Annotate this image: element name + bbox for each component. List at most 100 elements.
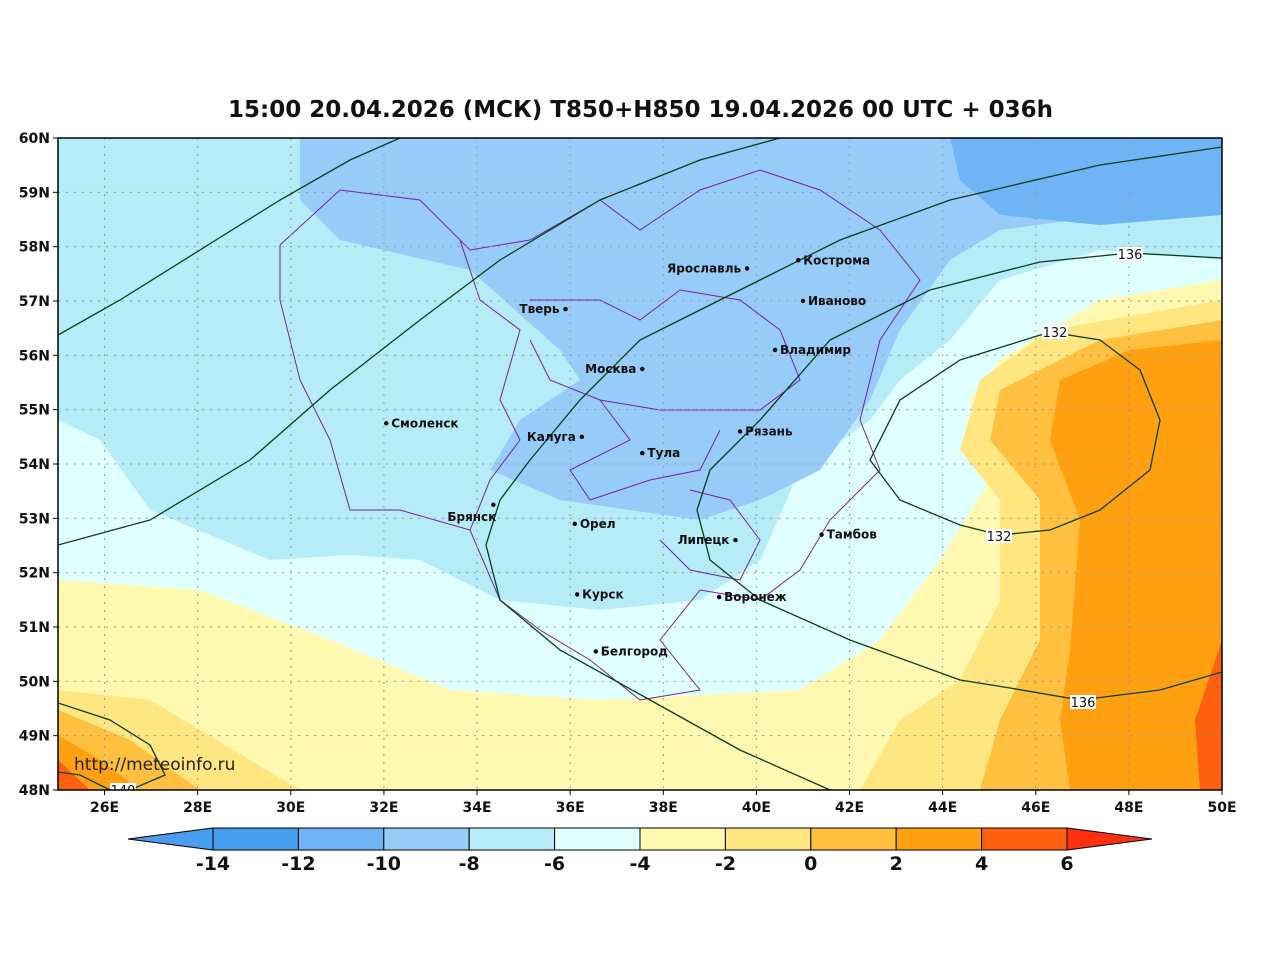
- geopotential-contour: [869, 331, 1161, 536]
- city-label: Белгород: [601, 644, 668, 658]
- city-marker: [491, 502, 496, 507]
- city-label: Тула: [647, 446, 680, 460]
- city-label: Курск: [582, 587, 623, 601]
- lat-tick-label: 52N: [19, 566, 50, 582]
- colorbar-label: -14: [196, 853, 230, 875]
- city-marker: [744, 266, 750, 271]
- lon-tick-label: 42E: [835, 800, 864, 816]
- colorbar-swatch: [810, 827, 897, 851]
- city-label: Кострома: [803, 253, 870, 267]
- geopotential-contour: [696, 252, 1222, 701]
- city-marker: [574, 592, 580, 597]
- region-border: [459, 239, 521, 531]
- watermark: http://meteoinfo.ru: [74, 755, 235, 775]
- region-border: [569, 399, 721, 501]
- geopotential-contour: [485, 146, 1222, 790]
- city-marker: [563, 306, 568, 312]
- city-label: Орел: [580, 517, 616, 531]
- colorbar-swatch: [554, 827, 641, 851]
- city-label: Иваново: [808, 294, 866, 308]
- city-marker: [716, 594, 722, 600]
- lon-tick-label: 48E: [1114, 800, 1143, 816]
- contour-label-bg: [1042, 325, 1068, 339]
- city-label: Владимир: [780, 343, 851, 357]
- geopotential-contour: [58, 771, 111, 790]
- lat-tick-label: 50N: [19, 674, 50, 690]
- lat-tick-label: 51N: [19, 620, 50, 636]
- temperature-band: [58, 735, 140, 790]
- geopotential-contour: [58, 138, 781, 546]
- colorbar-under-triangle: [127, 827, 214, 851]
- city-label: Ярославль: [667, 261, 741, 275]
- city-marker: [772, 347, 778, 353]
- colorbar-label: -6: [544, 853, 565, 875]
- temperature-band: [58, 760, 90, 790]
- temperature-band: [58, 280, 1222, 790]
- city-marker: [800, 298, 806, 304]
- city-marker: [593, 649, 598, 654]
- geopotential-contour: [58, 702, 166, 790]
- colorbar-swatch: [297, 827, 385, 851]
- lat-tick-label: 57N: [19, 294, 50, 310]
- colorbar-label: -4: [629, 853, 650, 875]
- city-label: Смоленск: [391, 416, 458, 430]
- city-marker: [572, 521, 578, 526]
- contour-label-bg: [1070, 695, 1096, 709]
- lat-tick-label: 54N: [19, 457, 50, 473]
- colorbar-label: 4: [975, 853, 988, 875]
- city-marker: [384, 421, 389, 426]
- lon-tick-label: 34E: [463, 800, 492, 816]
- contour-label-bg: [110, 783, 136, 790]
- city-marker: [733, 537, 738, 543]
- colorbar-swatch: [981, 827, 1068, 851]
- lon-tick-label: 50E: [1207, 800, 1236, 816]
- city-marker: [640, 366, 645, 372]
- colorbar-swatch: [895, 827, 983, 851]
- contour-label: 132: [987, 530, 1012, 545]
- city-marker: [796, 258, 801, 263]
- city-label: Рязань: [745, 424, 793, 438]
- lon-tick-label: 30E: [276, 800, 305, 816]
- city-marker: [737, 429, 743, 434]
- city-label: Воронеж: [724, 590, 787, 604]
- colorbar-label: -12: [281, 853, 315, 875]
- colorbar-label: 6: [1060, 853, 1073, 875]
- colorbar-label: -8: [459, 853, 480, 875]
- city-label: Брянск: [447, 510, 496, 524]
- colorbar-label: -10: [367, 853, 401, 875]
- contour-label: 132: [1043, 326, 1068, 341]
- colorbar-over-triangle: [1066, 827, 1153, 851]
- temperature-band: [300, 138, 1222, 520]
- lat-tick-label: 59N: [19, 185, 50, 201]
- lon-tick-label: 28E: [183, 800, 212, 816]
- lat-tick-label: 53N: [19, 511, 50, 527]
- contour-label: 136: [1071, 696, 1096, 711]
- colorbar-swatch: [468, 827, 556, 851]
- city-marker: [819, 532, 824, 537]
- region-border: [659, 489, 761, 581]
- colorbar-label: -2: [715, 853, 736, 875]
- lat-tick-label: 56N: [19, 348, 50, 364]
- region-border: [279, 169, 921, 701]
- contour-label-bg: [986, 529, 1012, 543]
- lat-tick-label: 55N: [19, 403, 50, 419]
- geopotential-contour: [58, 138, 401, 336]
- lat-tick-label: 49N: [19, 729, 50, 745]
- temperature-band: [1195, 640, 1222, 790]
- contour-label-bg: [1117, 247, 1143, 261]
- city-label: Калуга: [527, 430, 576, 444]
- lat-tick-label: 60N: [19, 131, 50, 147]
- colorbar-swatch: [212, 827, 299, 851]
- contour-label: 136: [1118, 248, 1143, 263]
- city-marker: [579, 434, 584, 440]
- lon-tick-label: 32E: [369, 800, 398, 816]
- temperature-band: [950, 138, 1222, 225]
- lon-tick-label: 36E: [556, 800, 585, 816]
- city-label: Тамбов: [827, 528, 878, 542]
- city-label: Москва: [585, 362, 636, 376]
- colorbar-swatch: [639, 827, 726, 851]
- lat-tick-label: 58N: [19, 240, 50, 256]
- colorbar-label: 0: [804, 853, 817, 875]
- temperature-band: [1050, 340, 1222, 790]
